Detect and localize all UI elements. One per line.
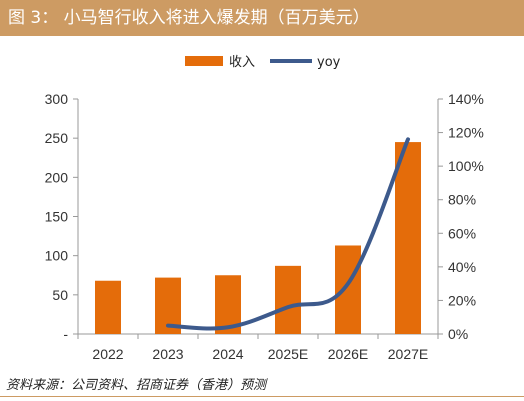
yoy-series — [166, 137, 410, 331]
source-note: 资料来源：公司资料、招商证券（香港）预测 — [6, 378, 267, 393]
bar — [395, 142, 421, 334]
x-tick-label: 2027E — [388, 346, 428, 362]
legend-label-line: yoy — [317, 55, 341, 70]
left-tick-label: 150 — [45, 209, 69, 225]
x-tick-label: 2025E — [268, 346, 308, 362]
x-tick-label: 2023 — [152, 346, 183, 362]
yoy-line — [166, 137, 410, 331]
legend: 收入 yoy — [185, 55, 341, 70]
left-tick-label: 200 — [45, 169, 69, 185]
bottom-rule — [0, 396, 524, 397]
left-tick-label: 50 — [52, 287, 68, 303]
right-tick-label: 100% — [448, 158, 484, 174]
left-tick-label: - — [63, 326, 68, 342]
axes: - 50 100 150 200 250 300 0% 20% 40% 60% 80% 100% 120%… — [45, 91, 484, 342]
legend-swatch-bar — [185, 56, 223, 66]
left-tick-label: 250 — [45, 130, 69, 146]
x-tick-label: 2022 — [92, 346, 123, 362]
left-tick-label: 300 — [45, 91, 69, 107]
x-tick-label: 2024 — [212, 346, 243, 362]
bar — [275, 265, 301, 334]
chart-title: 图 3： 小马智行收入将进入爆发期（百万美元） — [0, 0, 524, 36]
right-tick-label: 140% — [448, 91, 484, 107]
right-tick-label: 0% — [448, 326, 468, 342]
right-tick-label: 60% — [448, 225, 476, 241]
right-tick-label: 40% — [448, 259, 476, 275]
chart: 收入 yoy - 50 100 150 200 250 300 0% 20% 40% 60% 80% 10… — [45, 55, 484, 362]
legend-label-bar: 收入 — [229, 55, 255, 70]
right-tick-label: 80% — [448, 192, 476, 208]
left-tick-label: 100 — [45, 248, 69, 264]
bar — [95, 280, 121, 334]
right-tick-label: 20% — [448, 292, 476, 308]
bar — [335, 245, 361, 334]
x-tick-label: 2026E — [328, 346, 368, 362]
right-tick-label: 120% — [448, 125, 484, 141]
x-axis-labels: 2022 2023 2024 2025E 2026E 2027E — [92, 346, 428, 362]
